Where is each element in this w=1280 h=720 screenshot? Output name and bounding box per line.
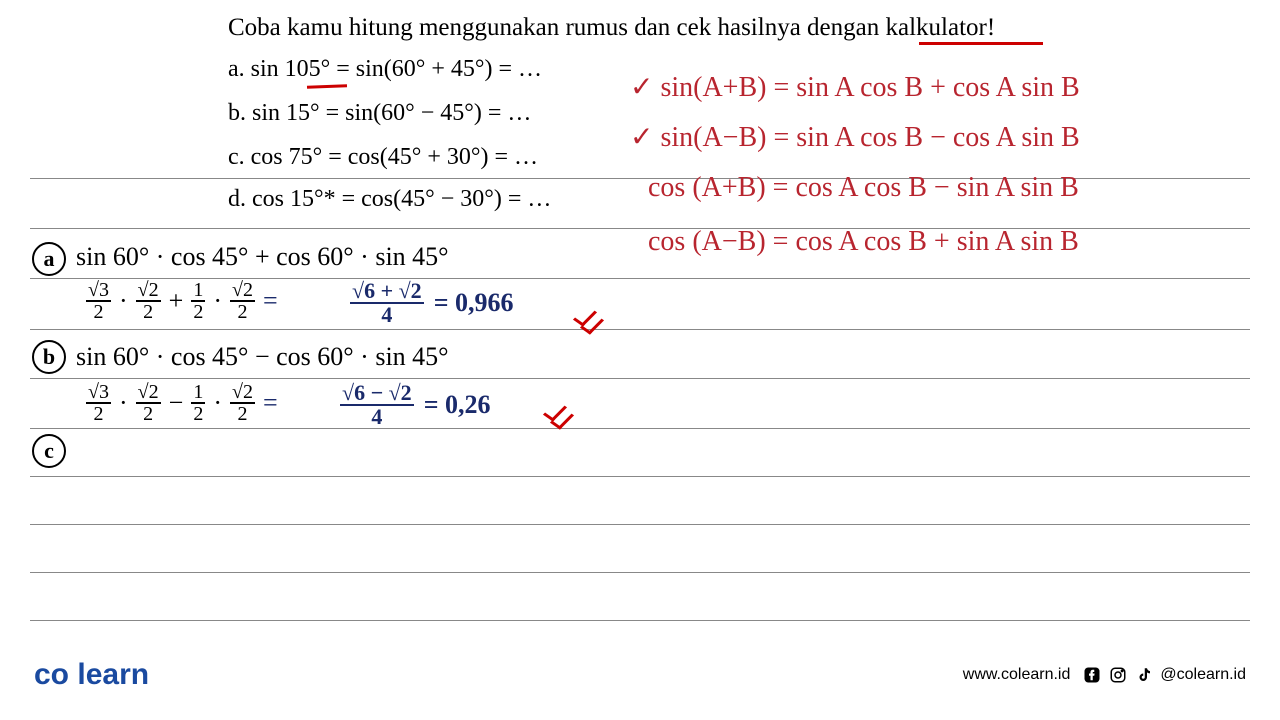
work-b-decimal: = 0,26	[424, 390, 491, 420]
formula-cos-minus: cos (A−B) = cos A cos B + sin A sin B	[648, 226, 1079, 258]
underline-105	[307, 84, 347, 88]
problem-b: b. sin 15° = sin(60° − 45°) = …	[228, 100, 531, 127]
formula-sin-plus: ✓ sin(A+B) = sin A cos B + cos A sin B	[630, 70, 1080, 104]
label-b: b	[32, 340, 66, 374]
footer-url[interactable]: www.colearn.id	[963, 666, 1071, 684]
problem-c: c. cos 75° = cos(45° + 30°) = …	[228, 144, 538, 171]
ruled-line	[30, 278, 1250, 279]
work-a-decimal: = 0,966	[434, 288, 514, 318]
footer-right: www.colearn.id @colearn.id	[963, 665, 1246, 685]
work-b-result: √6 − √24 = 0,26	[340, 382, 491, 428]
ruled-line	[30, 428, 1250, 429]
facebook-icon[interactable]	[1082, 665, 1102, 685]
label-a: a	[32, 242, 66, 276]
work-a-line1: sin 60° · cos 45° + cos 60° · sin 45°	[76, 242, 449, 272]
problem-d: d. cos 15°* = cos(45° − 30°) = …	[228, 186, 551, 213]
page-root: Coba kamu hitung menggunakan rumus dan c…	[0, 0, 1280, 720]
ruled-line	[30, 524, 1250, 525]
problem-a: a. sin 105° = sin(60° + 45°) = …	[228, 56, 542, 83]
work-b-line1: sin 60° · cos 45° − cos 60° · sin 45°	[76, 342, 449, 372]
label-c: c	[32, 434, 66, 468]
footer: co learn www.colearn.id @colearn.id	[0, 658, 1280, 692]
formula-cos-plus: cos (A+B) = cos A cos B − sin A sin B	[648, 172, 1079, 204]
ruled-line	[30, 572, 1250, 573]
ruled-line	[30, 620, 1250, 621]
ruled-line	[30, 378, 1250, 379]
social-icons: @colearn.id	[1082, 665, 1246, 685]
work-a-result: √6 + √24 = 0,966	[350, 280, 514, 326]
brand-logo: co learn	[34, 658, 149, 692]
problem-title: Coba kamu hitung menggunakan rumus dan c…	[228, 14, 995, 42]
brand-learn: learn	[77, 658, 149, 691]
ruled-line	[30, 476, 1250, 477]
ruled-line	[30, 329, 1250, 330]
footer-handle[interactable]: @colearn.id	[1160, 666, 1246, 684]
underline-kalkulator	[919, 42, 1043, 45]
work-a-fracs: √32 · √22 + 12 · √22 =	[86, 280, 278, 322]
brand-co: co	[34, 658, 69, 691]
tiktok-icon[interactable]	[1134, 665, 1154, 685]
work-b-fracs: √32 · √22 − 12 · √22 =	[86, 382, 278, 424]
instagram-icon[interactable]	[1108, 665, 1128, 685]
formula-sin-minus: ✓ sin(A−B) = sin A cos B − cos A sin B	[630, 120, 1080, 154]
